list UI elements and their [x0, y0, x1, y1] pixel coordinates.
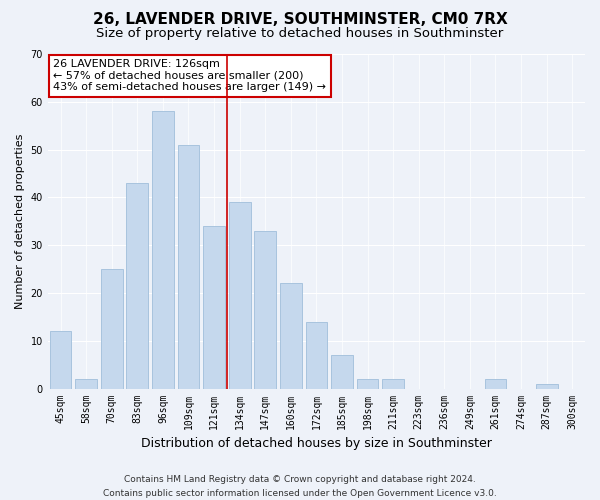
- Bar: [50, 331, 71, 388]
- Bar: [203, 226, 225, 388]
- Bar: [127, 183, 148, 388]
- Text: Size of property relative to detached houses in Southminster: Size of property relative to detached ho…: [97, 28, 503, 40]
- Bar: [305, 322, 327, 388]
- X-axis label: Distribution of detached houses by size in Southminster: Distribution of detached houses by size …: [141, 437, 492, 450]
- Y-axis label: Number of detached properties: Number of detached properties: [15, 134, 25, 309]
- Bar: [331, 355, 353, 388]
- Bar: [229, 202, 251, 388]
- Bar: [178, 145, 199, 388]
- Bar: [152, 112, 174, 388]
- Bar: [101, 269, 122, 388]
- Text: Contains HM Land Registry data © Crown copyright and database right 2024.
Contai: Contains HM Land Registry data © Crown c…: [103, 476, 497, 498]
- Bar: [382, 379, 404, 388]
- Bar: [280, 284, 302, 389]
- Bar: [485, 379, 506, 388]
- Bar: [254, 231, 276, 388]
- Bar: [536, 384, 557, 388]
- Text: 26, LAVENDER DRIVE, SOUTHMINSTER, CM0 7RX: 26, LAVENDER DRIVE, SOUTHMINSTER, CM0 7R…: [92, 12, 508, 28]
- Bar: [356, 379, 379, 388]
- Bar: [75, 379, 97, 388]
- Text: 26 LAVENDER DRIVE: 126sqm
← 57% of detached houses are smaller (200)
43% of semi: 26 LAVENDER DRIVE: 126sqm ← 57% of detac…: [53, 59, 326, 92]
